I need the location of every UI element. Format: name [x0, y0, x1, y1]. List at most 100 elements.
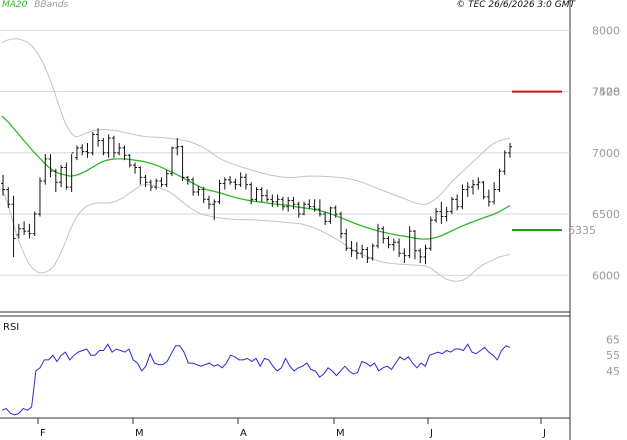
y-tick-label: 6000: [592, 269, 620, 282]
ohlc-bar: [455, 194, 460, 211]
ohlc-bar: [106, 134, 111, 158]
ohlc-bar: [191, 177, 196, 196]
ohlc-bar: [74, 145, 79, 161]
ohlc-bar: [228, 176, 233, 185]
ohlc-bar: [397, 238, 402, 257]
ohlc-bar: [291, 196, 296, 210]
ohlc-bar: [434, 207, 439, 223]
ohlc-bar: [27, 223, 32, 239]
ohlc-bar: [154, 178, 159, 190]
ohlc-bar: [69, 152, 74, 192]
ohlc-bar: [428, 216, 433, 251]
ohlc-bar: [222, 177, 227, 190]
rsi-line: [1, 343, 511, 416]
ohlc-bar: [133, 162, 138, 174]
ohlc-bar: [296, 201, 301, 218]
ohlc-bar: [127, 154, 132, 168]
ohlc-bar: [170, 146, 174, 177]
ohlc-bar: [423, 244, 428, 265]
ohlc-bar: [476, 177, 481, 190]
legend-ma20: MA20: [2, 0, 28, 10]
ohlc-bar: [323, 211, 328, 226]
ohlc-bar: [159, 177, 164, 188]
ohlc-bar: [412, 229, 417, 260]
ohlc-bar: [307, 199, 312, 210]
ohlc-bar: [164, 169, 169, 188]
ohlc-bar: [243, 173, 248, 190]
x-tick-label: J: [429, 428, 433, 439]
legend-bbands: BBands: [34, 0, 69, 10]
ohlc-bar: [80, 144, 85, 156]
ohlc-bar: [344, 228, 349, 251]
bb-upper-line: [1, 38, 511, 205]
ohlc-bar: [175, 138, 180, 156]
ohlc-bar: [48, 154, 53, 178]
rsi-tick-label: 45: [606, 365, 620, 378]
ohlc-bar: [418, 248, 423, 264]
ohlc-bar: [502, 150, 507, 175]
ohlc-bar: [386, 236, 391, 249]
ohlc-bar: [339, 211, 343, 239]
ohlc-bar: [365, 247, 370, 264]
ohlc-bar: [280, 196, 285, 211]
ohlc-bar: [59, 165, 64, 188]
rsi-tick-label: 65: [606, 334, 620, 347]
ohlc-bar: [312, 199, 317, 212]
ohlc-bar: [111, 135, 116, 158]
resistance-label: 7428: [592, 86, 620, 99]
ohlc-bar: [249, 182, 254, 205]
ohlc-bar: [275, 194, 280, 207]
x-tick-label: J: [542, 428, 546, 439]
ohlc-bar: [196, 185, 201, 196]
bb-lower-line: [1, 184, 511, 282]
ohlc-bar: [6, 187, 11, 208]
ohlc-bar: [37, 177, 42, 217]
ohlc-bar: [101, 138, 106, 156]
ma20-line: [1, 115, 511, 240]
ohlc-bar: [471, 179, 476, 195]
ohlc-bar: [486, 189, 491, 207]
y-tick-label: 6500: [592, 208, 620, 221]
ohlc-bar: [354, 242, 359, 260]
ohlc-bar: [117, 143, 122, 156]
ohlc-bar: [265, 189, 270, 202]
ohlc-bar: [180, 145, 185, 181]
ohlc-bar: [270, 194, 275, 207]
ohlc-bar: [439, 201, 444, 224]
ohlc-bar: [122, 145, 127, 161]
rsi-tick-label: 55: [606, 349, 620, 362]
ohlc-bar: [259, 187, 264, 202]
ohlc-bar: [349, 240, 354, 257]
ohlc-bar: [148, 179, 153, 191]
ohlc-bar: [16, 223, 21, 239]
x-tick-label: F: [40, 428, 46, 439]
chart-legend: MA20 BBands: [2, 0, 68, 11]
ohlc-bar: [185, 176, 190, 185]
ohlc-bar: [317, 199, 322, 217]
x-tick-label: M: [135, 428, 144, 439]
ohlc-bar: [391, 238, 396, 251]
ohlc-bar: [407, 226, 412, 259]
ohlc-bar: [492, 182, 497, 205]
ohlc-bar: [43, 154, 48, 185]
ohlc-bar: [201, 187, 206, 204]
ohlc-bar: [375, 223, 380, 249]
ohlc-bar: [143, 174, 148, 188]
ohlc-bar: [1, 174, 5, 196]
ohlc-bar: [381, 226, 386, 244]
ohlc-bar: [402, 248, 407, 264]
ohlc-bar: [302, 201, 307, 216]
y-tick-label: 8000: [592, 24, 620, 37]
ohlc-bar: [328, 206, 333, 224]
x-tick-label: M: [336, 428, 345, 439]
ohlc-bar: [212, 199, 217, 221]
support-label: 6335: [568, 224, 596, 237]
ohlc-bar: [286, 196, 291, 212]
ohlc-bar: [444, 206, 449, 222]
ohlc-bar: [53, 168, 58, 192]
ohlc-bar: [233, 178, 238, 190]
ohlc-bar: [460, 184, 465, 210]
rsi-title: RSI: [3, 322, 19, 333]
